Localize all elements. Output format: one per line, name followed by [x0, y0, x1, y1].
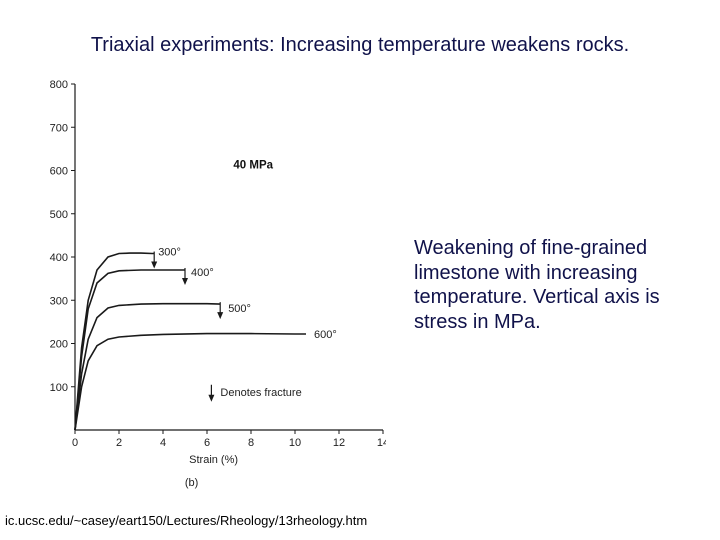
legend-arrow-head: [208, 394, 215, 402]
series-label-1: 400°: [191, 267, 214, 279]
panel-label: (b): [185, 477, 198, 489]
y-tick-label: 300: [50, 295, 68, 307]
source-url: ic.ucsc.edu/~casey/eart150/Lectures/Rheo…: [5, 513, 368, 528]
y-tick-label: 200: [50, 339, 68, 351]
y-tick-label: 400: [50, 252, 68, 264]
series-line-0: [74, 252, 155, 431]
y-tick-label: 700: [50, 122, 68, 134]
y-tick-label: 600: [50, 166, 68, 178]
y-tick-label: 100: [50, 382, 68, 394]
series-line-3: [74, 332, 306, 431]
y-tick-label: 800: [50, 79, 68, 91]
x-tick-label: 8: [248, 437, 254, 449]
fracture-arrow-2-head: [217, 312, 224, 320]
x-tick-label: 6: [204, 437, 210, 449]
slide-title: Triaxial experiments: Increasing tempera…: [90, 34, 630, 56]
x-tick-label: 10: [289, 437, 301, 449]
pressure-annotation: 40 MPa: [233, 159, 273, 171]
figure-frame: [40, 76, 386, 499]
series-line-1: [74, 269, 185, 431]
y-tick-label: 500: [50, 209, 68, 221]
stress-strain-chart: 100 200 300 400 500 600 700 800 0 2 4 6 8 10 12 14 Strai…: [50, 79, 386, 489]
x-axis-label: Strain (%): [189, 454, 238, 466]
x-tick-label: 14: [377, 437, 386, 449]
x-tick-label: 4: [160, 437, 166, 449]
x-tick-label: 12: [333, 437, 345, 449]
series-label-3: 600°: [314, 329, 337, 341]
series-line-2: [74, 302, 221, 431]
x-tick-label: 2: [116, 437, 122, 449]
x-tick-label: 0: [72, 437, 78, 449]
legend-label: Denotes fracture: [220, 387, 301, 399]
fracture-arrow-1-head: [182, 277, 188, 285]
series-label-2: 500°: [228, 303, 251, 315]
figure-caption: Weakening of fine-grained limestone with…: [414, 237, 660, 333]
fracture-arrow-0-head: [151, 261, 158, 269]
series-label-0: 300°: [158, 247, 181, 259]
